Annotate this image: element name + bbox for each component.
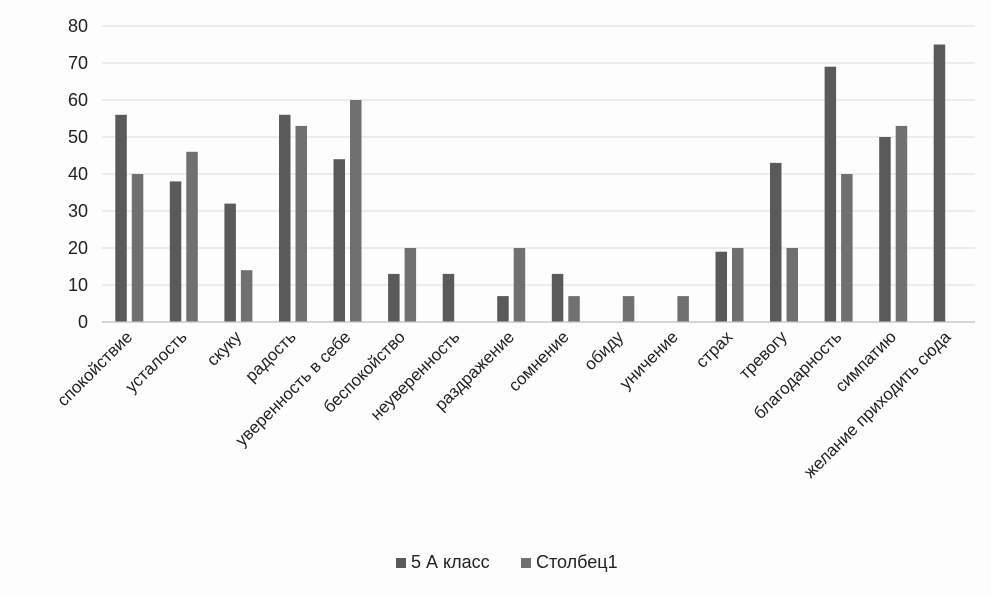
legend: 5 А класс Столбец1 — [396, 552, 618, 572]
bar-series2-8 — [568, 296, 580, 322]
y-tick-label: 50 — [68, 127, 88, 147]
bar-series1-14 — [879, 137, 891, 322]
x-category-label: скуку — [203, 327, 246, 370]
x-category-label: уничение — [616, 327, 682, 393]
bar-series1-15 — [933, 44, 946, 322]
bar-series1-0 — [115, 114, 127, 322]
y-tick-label: 60 — [68, 90, 88, 110]
x-category-label: спокойствие — [53, 327, 136, 410]
bar-series2-2 — [240, 270, 253, 322]
bar-series2-4 — [350, 100, 362, 322]
bar-series2-3 — [295, 125, 307, 323]
bar-series2-9 — [622, 296, 635, 322]
x-category-label: обиду — [580, 327, 627, 374]
bar-series2-12 — [786, 248, 798, 322]
bar-series2-0 — [131, 174, 144, 322]
legend-swatch — [521, 558, 531, 568]
y-tick-label: 80 — [68, 16, 88, 36]
y-tick-label: 20 — [68, 238, 88, 258]
bar-series2-13 — [841, 174, 853, 322]
bar-series2-5 — [404, 248, 417, 322]
legend-swatch — [396, 558, 406, 568]
legend-label: 5 А класс — [411, 552, 490, 572]
gridlines — [102, 25, 975, 286]
bar-series1-7 — [497, 296, 509, 322]
bar-series1-6 — [442, 273, 455, 322]
bar-series1-13 — [824, 66, 837, 322]
bar-series1-5 — [388, 273, 400, 322]
bar-series1-2 — [224, 203, 236, 322]
bar-series2-10 — [677, 296, 689, 322]
bar-series1-8 — [551, 273, 564, 322]
bar-series2-11 — [732, 248, 744, 322]
legend-label: Столбец1 — [536, 552, 618, 572]
y-tick-label: 40 — [68, 164, 88, 184]
bar-series1-11 — [715, 251, 727, 322]
y-tick-label: 70 — [68, 53, 88, 73]
bar-series1-4 — [333, 159, 345, 322]
y-tick-label: 10 — [68, 275, 88, 295]
bars — [115, 44, 946, 323]
y-tick-label: 0 — [78, 312, 88, 332]
y-tick-label: 30 — [68, 201, 88, 221]
bar-series1-3 — [279, 114, 291, 322]
bar-series2-7 — [513, 248, 526, 322]
y-axis-tick-labels: 0 10 20 30 40 50 60 70 80 — [68, 16, 88, 332]
bar-series1-1 — [169, 181, 182, 322]
bar-series2-14 — [895, 125, 908, 323]
bar-series2-1 — [186, 151, 198, 322]
bar-series1-12 — [770, 162, 782, 322]
x-category-label: тревогу — [735, 327, 791, 383]
x-category-label: сомнение — [505, 327, 573, 395]
x-category-label: страх — [692, 327, 737, 372]
